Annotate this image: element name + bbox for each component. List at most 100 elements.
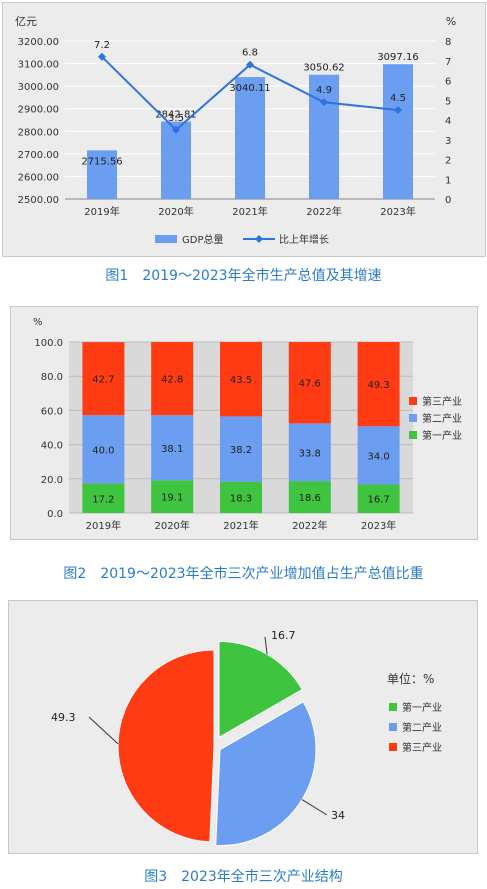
chart1-panel: 亿元% 2500.00 2600.00 2700.00 2800.00 2900.00 30… <box>2 2 486 257</box>
growth-point <box>172 125 180 134</box>
y-tick-label: 0.0 <box>47 509 63 520</box>
chart1-caption: 图1 2019～2023年全市生产总值及其增速 <box>105 268 382 284</box>
legend-swatch <box>409 414 417 422</box>
segment-label: 43.5 <box>230 375 252 386</box>
right-tick-label: 0 <box>445 195 451 206</box>
right-unit: % <box>446 15 456 28</box>
pie-slice <box>117 649 215 843</box>
stacked-bar-segment <box>151 342 194 416</box>
legend-label: 第三产业 <box>422 395 462 408</box>
gdp-bar-label: 3050.62 <box>303 63 344 74</box>
stacked-bar-segment <box>82 415 125 484</box>
legend-swatch <box>389 723 397 731</box>
growth-label: 7.2 <box>94 40 110 51</box>
leader-line <box>301 799 328 816</box>
legend-label: 第二产业 <box>402 721 442 734</box>
left-tick-label: 3200.00 <box>18 37 59 48</box>
gdp-bar <box>87 150 117 199</box>
segment-label: 17.2 <box>92 494 114 505</box>
legend-growth-marker <box>255 235 263 243</box>
leader-line <box>264 636 268 655</box>
left-tick-label: 2800.00 <box>18 127 59 138</box>
stacked-bar-segment <box>151 415 194 481</box>
x-tick-label: 2022年 <box>306 205 341 218</box>
leader-line <box>88 716 119 745</box>
segment-label: 34.0 <box>367 451 389 462</box>
x-tick-label: 2019年 <box>86 519 121 532</box>
slice-label: 16.7 <box>271 629 296 642</box>
segment-label: 38.1 <box>161 444 183 455</box>
gdp-bar-label: 3040.11 <box>229 83 270 94</box>
legend-swatch <box>389 703 397 711</box>
x-tick-label: 2023年 <box>380 205 415 218</box>
growth-label: 4.5 <box>390 93 406 104</box>
stacked-bar-segment <box>220 416 262 482</box>
chart1-svg: 亿元 %2500.002600.002700.002800.002900.0030… <box>15 15 456 246</box>
segment-label: 16.7 <box>367 495 389 506</box>
y-unit: % <box>33 317 43 328</box>
right-tick-label: 2 <box>445 156 451 167</box>
growth-point <box>394 106 402 115</box>
chart2-panel: % 0.0 20.0 40.0 60.0 80.0 100.0 17.2 40.0 42.7 201… <box>10 306 478 540</box>
right-tick-label: 8 <box>445 37 451 48</box>
gdp-bar <box>309 74 339 199</box>
stacked-bar-segment <box>288 342 331 424</box>
right-tick-label: 1 <box>445 175 451 186</box>
x-tick-label: 2020年 <box>158 205 193 218</box>
chart2-caption: 图2 2019～2023年全市三次产业增加值占生产总值比重 <box>63 566 424 582</box>
y-tick-label: 80.0 <box>41 372 63 383</box>
growth-point <box>320 98 328 107</box>
legend-gdp-swatch <box>155 235 177 243</box>
gdp-bar <box>235 77 265 199</box>
segment-label: 33.8 <box>299 448 321 459</box>
x-tick-label: 2021年 <box>232 205 267 218</box>
chart2-svg: % 0.0 20.0 40.0 60.0 80.0 100.0 17.2 40.0 42.7 201… <box>33 317 462 532</box>
slice-label: 49.3 <box>51 711 76 724</box>
gdp-bar <box>161 121 191 199</box>
gdp-bar-label: 2715.56 <box>81 156 122 167</box>
x-tick-label: 2020年 <box>154 519 189 532</box>
gdp-bar-label: 3097.16 <box>377 52 418 63</box>
growth-label: 6.8 <box>242 48 258 59</box>
left-tick-label: 3000.00 <box>18 82 59 93</box>
stacked-bar-segment <box>357 342 400 427</box>
legend-swatch <box>389 743 397 751</box>
growth-label: 3.5 <box>168 113 184 124</box>
left-tick-label: 2900.00 <box>18 105 59 116</box>
pie-slice <box>218 640 303 739</box>
right-tick-label: 3 <box>445 136 451 147</box>
right-tick-label: 7 <box>445 57 451 68</box>
stacked-bar-segment <box>82 342 125 416</box>
stacked-bar-segment <box>288 481 331 513</box>
segment-label: 38.2 <box>230 445 252 456</box>
legend-label: 第一产业 <box>422 429 462 442</box>
left-tick-label: 2600.00 <box>18 172 59 183</box>
growth-point <box>98 52 106 61</box>
x-tick-label: 2021年 <box>223 519 258 532</box>
unit-label: 单位：% <box>387 671 434 686</box>
segment-label: 40.0 <box>92 445 114 456</box>
y-tick-label: 100.0 <box>34 338 63 349</box>
chart3-panel: 16.7 34 49.3 单位：% 第一产业 第二产业 第三产业 <box>8 600 478 854</box>
x-tick-label: 2022年 <box>292 519 327 532</box>
stacked-bar-segment <box>288 423 331 482</box>
segment-label: 47.6 <box>299 379 321 390</box>
legend-swatch <box>409 397 417 405</box>
stacked-bar-segment <box>357 426 400 485</box>
segment-label: 42.8 <box>161 375 183 386</box>
left-tick-label: 2500.00 <box>18 195 59 206</box>
slice-label: 34 <box>331 809 345 822</box>
legend-label: 第三产业 <box>402 741 442 754</box>
gdp-bar-label: 2842.81 <box>155 110 196 121</box>
legend-label: 第二产业 <box>422 412 462 425</box>
stacked-bar-segment <box>82 483 125 513</box>
segment-label: 19.1 <box>161 493 183 504</box>
y-tick-label: 40.0 <box>41 441 63 452</box>
left-tick-label: 3100.00 <box>18 60 59 71</box>
stacked-bar-segment <box>151 480 194 513</box>
stacked-bar-segment <box>220 481 262 513</box>
legend-swatch <box>409 431 417 439</box>
legend-gdp-label: GDP总量 <box>182 233 223 246</box>
right-tick-label: 4 <box>445 116 451 127</box>
